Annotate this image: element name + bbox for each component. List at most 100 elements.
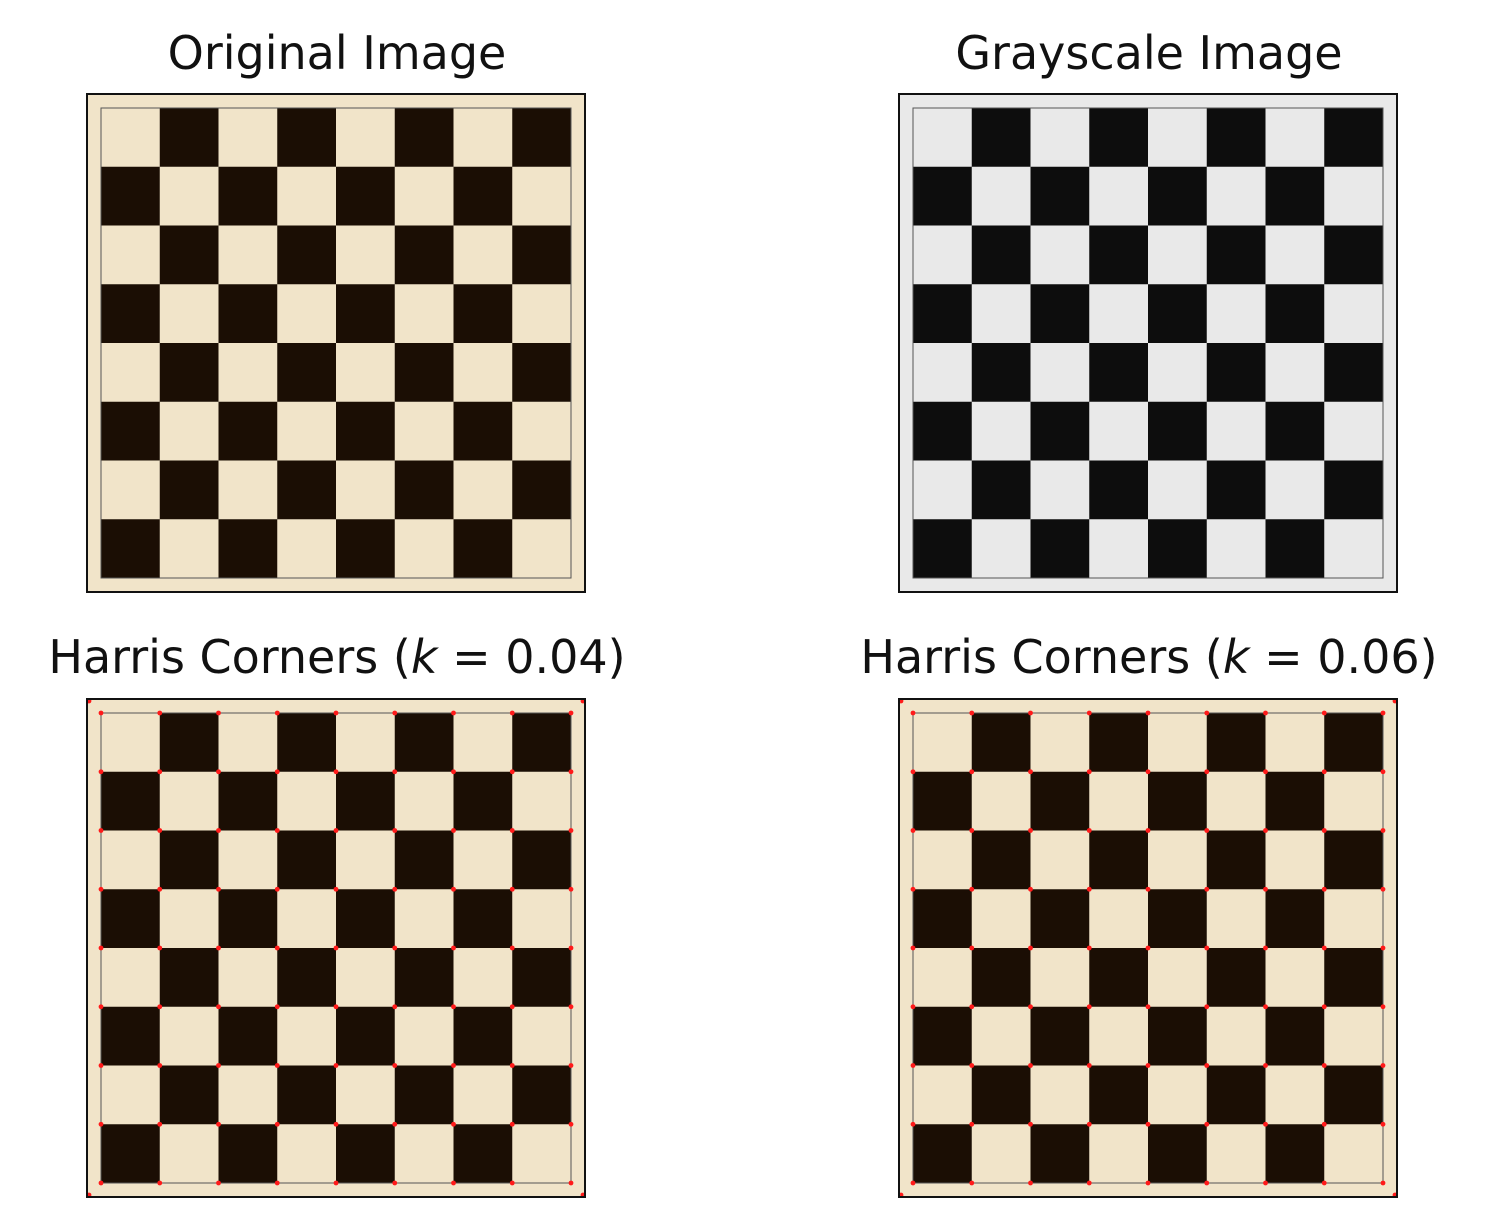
harris-corner-marker [216, 769, 221, 775]
board-square [512, 713, 572, 773]
board-square [1148, 225, 1208, 285]
board-square [1030, 889, 1090, 949]
board-square [159, 1006, 219, 1066]
harris-corner-marker [274, 1180, 280, 1186]
harris-corner-marker [392, 769, 398, 775]
board-square [1324, 343, 1384, 403]
chessboard-harris-006 [898, 698, 1398, 1198]
board-square [1030, 225, 1090, 285]
harris-corner-marker [580, 1192, 584, 1196]
board-square [1324, 401, 1384, 461]
harris-corner-marker [1204, 1121, 1210, 1127]
board-square [1148, 519, 1208, 579]
harris-corner-marker [900, 700, 904, 704]
harris-corner-marker [1204, 1004, 1210, 1010]
board-square [1089, 166, 1149, 226]
board-square [101, 284, 161, 344]
harris-corner-marker [1028, 1063, 1033, 1068]
harris-corner-marker [274, 1121, 280, 1127]
board-square [971, 889, 1031, 949]
harris-corner-marker [392, 1004, 398, 1010]
harris-corner-marker [98, 1121, 104, 1127]
board-square [453, 108, 513, 168]
board-square [1206, 460, 1266, 520]
board-square [1206, 519, 1266, 579]
board-square [394, 519, 454, 579]
harris-corner-marker [98, 828, 104, 833]
board-square [101, 1065, 161, 1125]
board-square [1089, 1065, 1149, 1125]
board-square [218, 166, 278, 226]
panel-title-original: Original Image [167, 26, 507, 80]
harris-corner-marker [1086, 945, 1092, 951]
board-square [453, 225, 513, 285]
board-square [277, 771, 337, 831]
harris-corner-marker [274, 1063, 280, 1068]
harris-corner-marker [98, 710, 104, 716]
harris-corner-marker [1145, 945, 1151, 951]
board-square [512, 1124, 572, 1184]
harris-corner-marker [392, 710, 398, 716]
harris-corner-marker [910, 710, 916, 716]
harris-corner-marker [333, 1121, 339, 1127]
harris-corner-marker [1380, 769, 1386, 775]
board-square [1030, 108, 1090, 168]
board-square [913, 948, 973, 1008]
board-square [1089, 889, 1149, 949]
chessboard-original [86, 93, 586, 593]
board-square [913, 284, 973, 344]
board-square [1030, 343, 1090, 403]
board-square [1089, 343, 1149, 403]
harris-corner-marker [216, 710, 221, 716]
board-square [1324, 519, 1384, 579]
harris-corner-marker [1086, 828, 1092, 833]
harris-corner-marker [1086, 1063, 1092, 1068]
board-square [1206, 889, 1266, 949]
harris-corner-marker [274, 945, 280, 951]
board-square [277, 225, 337, 285]
harris-corner-marker [1086, 1121, 1092, 1127]
harris-corner-marker [1204, 1180, 1210, 1186]
board-square [1148, 889, 1208, 949]
harris-corner-marker [1028, 769, 1033, 775]
harris-corner-marker [1380, 886, 1386, 892]
board-square [218, 713, 278, 773]
board-square [453, 830, 513, 890]
board-square [1148, 1124, 1208, 1184]
harris-corner-marker [157, 769, 163, 775]
board-square [1089, 1006, 1149, 1066]
board-square [394, 1124, 454, 1184]
harris-corner-marker [1321, 886, 1327, 892]
harris-corner-marker [157, 1004, 163, 1010]
harris-corner-marker [1392, 1192, 1396, 1196]
board-square [1324, 1124, 1384, 1184]
board-square [218, 401, 278, 461]
board-square [159, 713, 219, 773]
harris-corner-marker [451, 1004, 456, 1010]
harris-corner-marker [1321, 1004, 1327, 1010]
harris-corner-marker [910, 945, 916, 951]
board-square [159, 948, 219, 1008]
harris-corner-marker [509, 945, 515, 951]
harris-corner-marker [451, 1063, 456, 1068]
board-square [453, 284, 513, 344]
harris-corner-marker [910, 1180, 916, 1186]
board-square [1324, 830, 1384, 890]
harris-corner-marker [451, 1180, 456, 1186]
harris-corner-marker [509, 710, 515, 716]
board-square [1089, 713, 1149, 773]
board-square [512, 460, 572, 520]
board-square [971, 225, 1031, 285]
board-square [971, 830, 1031, 890]
harris-corner-marker [509, 1180, 515, 1186]
board-square [1206, 284, 1266, 344]
board-square [1265, 889, 1325, 949]
harris-corner-marker [333, 828, 339, 833]
board-square [218, 1124, 278, 1184]
board-square [218, 519, 278, 579]
board-square [277, 830, 337, 890]
board-square [512, 401, 572, 461]
board-square [1089, 225, 1149, 285]
board-square [159, 771, 219, 831]
harris-corner-marker [1263, 945, 1268, 951]
